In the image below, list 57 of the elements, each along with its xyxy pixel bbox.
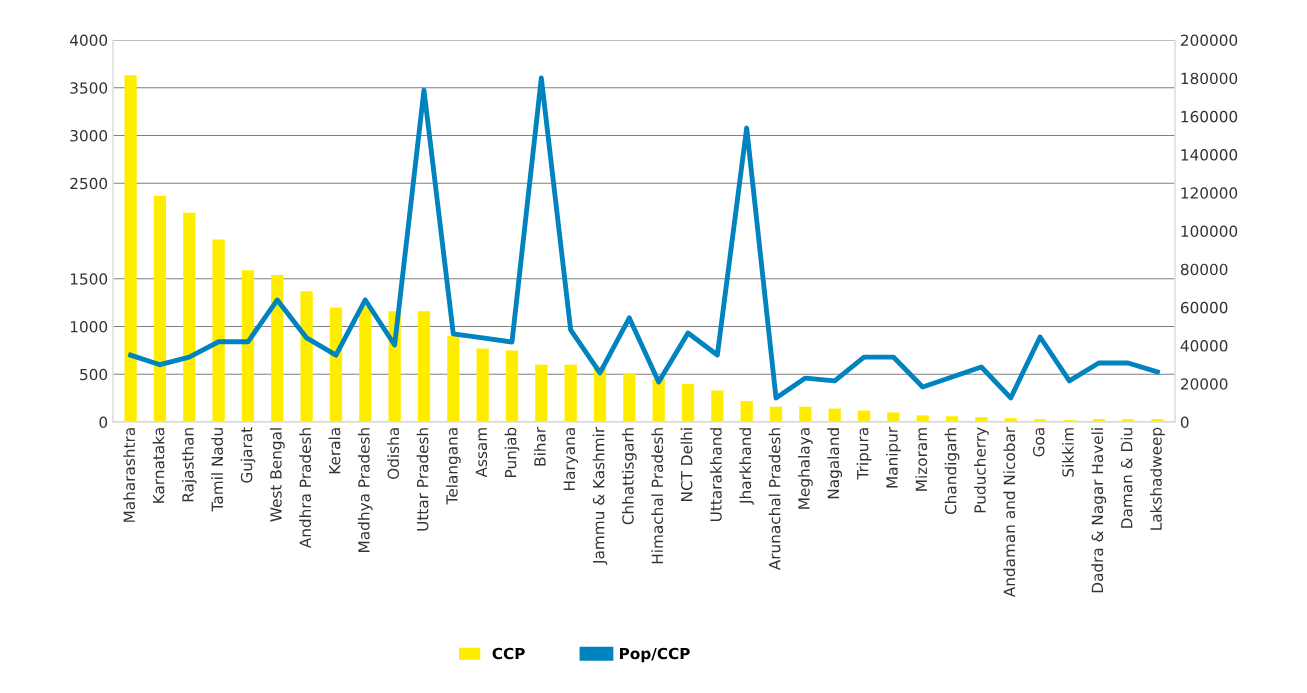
x-tick-label: NCT Delhi	[680, 428, 693, 501]
x-tick-label: Andaman and Nicobar	[1003, 426, 1016, 598]
legend-label: Pop/CCP	[620, 647, 690, 663]
x-tick-label: Punjab	[504, 427, 520, 477]
x-tick-label: Kerala	[328, 428, 341, 474]
y-tick-label: 3500	[70, 82, 108, 94]
x-tick-label: Puducherry	[973, 427, 989, 513]
x-tick-label: Mizoram	[915, 428, 928, 491]
y2-tick-label: 0	[1180, 416, 1189, 429]
x-tick-label: Karnataka	[152, 428, 165, 503]
x-tick-label: Gujarat	[240, 427, 256, 483]
x-tick-label: Andhra Pradesh	[299, 428, 312, 549]
x-tick-label: Daman & Diu	[1120, 428, 1133, 528]
y2-tick-label: 60000	[1180, 301, 1228, 314]
x-tick-label: Uttarakhand	[709, 428, 722, 521]
x-tick-label: Jharkhand	[739, 428, 754, 505]
y-tick-label: 0	[99, 416, 108, 429]
x-tick-label: Nagaland	[827, 428, 843, 499]
y2-tick-label: 40000	[1180, 340, 1228, 352]
y-tick-label: 1000	[70, 320, 108, 333]
y2-tick-label: 100000	[1181, 225, 1238, 238]
x-tick-label: Arunachal Pradesh	[768, 428, 781, 571]
x-tick-label: Haryana	[563, 428, 579, 490]
y2-tick-label: 200000	[1180, 34, 1238, 47]
y-tick-label: 2500	[70, 177, 108, 190]
x-tick-label: West Bengal	[269, 428, 285, 522]
x-tick-label: Meghalaya	[797, 428, 813, 509]
y2-tick-label: 20000	[1180, 378, 1228, 390]
y2-tick-label: 180000	[1181, 72, 1238, 85]
x-tick-label: Madhya Pradesh	[357, 428, 373, 552]
x-tick-label: Dadra & Nagar Haveli	[1091, 428, 1107, 593]
x-tick-label: Jammu & Kashmir	[592, 426, 608, 565]
x-tick-label: Sikkim	[1061, 428, 1074, 477]
y-tick-label: 3000	[70, 129, 108, 142]
x-tick-label: Chhattisgarh	[621, 428, 637, 525]
x-tick-label: Maharashtra	[123, 428, 136, 522]
x-tick-label: Bihar	[533, 426, 546, 466]
y2-tick-label: 140000	[1181, 149, 1238, 161]
x-tick-label: Odisha	[387, 428, 400, 479]
y-tick-label: 1500	[70, 273, 108, 285]
x-tick-label: Lakshadweep	[1150, 427, 1165, 530]
x-tick-label: Telangana	[445, 428, 461, 505]
x-tick-label: Tamil Nadu	[211, 428, 224, 512]
y2-tick-label: 120000	[1181, 187, 1238, 199]
x-tick-label: Assam	[475, 428, 488, 478]
y-tick-label: 500	[80, 368, 108, 381]
x-tick-label: Tripura	[856, 428, 872, 480]
y2-tick-label: 160000	[1181, 110, 1238, 123]
legend-label: CCP	[492, 647, 525, 660]
x-tick-label: Rajasthan	[181, 428, 197, 502]
x-tick-label: Manipur	[885, 426, 901, 488]
x-tick-label: Goa	[1032, 428, 1045, 457]
y-tick-label: 4000	[70, 34, 108, 47]
y2-tick-label: 80000	[1180, 263, 1228, 276]
x-tick-label: Uttar Pradesh	[416, 428, 429, 531]
x-tick-label: Himachal Pradesh	[651, 428, 664, 564]
x-tick-label: Chandigarh	[944, 428, 960, 515]
